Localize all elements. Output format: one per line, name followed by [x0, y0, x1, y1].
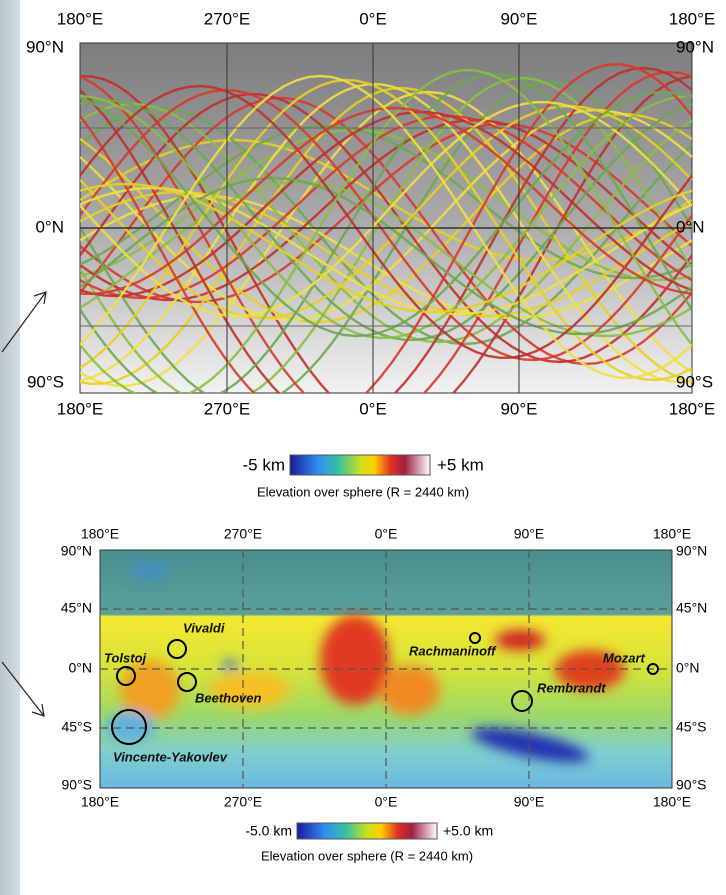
track	[80, 72, 692, 393]
track	[80, 106, 692, 346]
track	[80, 83, 692, 384]
track	[80, 104, 692, 320]
crater-label: Rembrandt	[537, 680, 606, 695]
crater-label: Tolstoj	[104, 650, 147, 665]
track	[80, 90, 692, 338]
track	[80, 68, 692, 393]
x-tick-label: 270°E	[204, 399, 251, 418]
y-tick-label: 90°S	[27, 372, 64, 391]
y-tick-label: 90°N	[676, 37, 714, 56]
crater-circle	[167, 639, 187, 659]
crater-label: Vincente-Yakovlev	[113, 749, 228, 764]
y-tick-label: 90°N	[676, 543, 707, 559]
x-tick-label: 270°E	[204, 9, 251, 28]
crater-label: Beethoven	[195, 690, 262, 705]
track	[80, 98, 692, 342]
y-tick-label: 90°N	[26, 37, 64, 56]
crater-circle	[511, 690, 533, 712]
x-tick-label: 180°E	[669, 399, 716, 418]
track	[80, 176, 692, 336]
track	[80, 86, 692, 386]
x-tick-label: 180°E	[653, 526, 691, 542]
crater-circle	[111, 709, 147, 745]
craters: Vivaldi Tolstoj Beethoven Vincente-Yakovlev…	[104, 620, 659, 764]
track	[80, 94, 692, 340]
colorbar-caption: Elevation over sphere (R = 2440 km)	[257, 484, 469, 499]
x-tick-label: 180°E	[653, 794, 691, 810]
y-tick-label: 90°S	[61, 777, 92, 793]
y-tick-label: 0°N	[676, 660, 700, 676]
y-tick-label: 45°N	[676, 600, 707, 616]
y-tick-label: 45°S	[61, 719, 92, 735]
crater-circle	[116, 666, 136, 686]
colorbar	[289, 454, 431, 476]
crater-label: Mozart	[603, 650, 646, 665]
track	[80, 75, 692, 393]
y-tick-label: 0°N	[69, 660, 93, 676]
y-tick-label: 90°S	[676, 372, 713, 391]
track	[80, 182, 692, 314]
y-tick-label: 0°N	[35, 217, 64, 236]
track	[80, 108, 692, 321]
track	[80, 186, 692, 316]
colorbar-max: +5 km	[437, 455, 484, 474]
track	[80, 80, 692, 393]
x-tick-label: 90°E	[514, 526, 545, 542]
colorbar-max: +5.0 km	[443, 823, 493, 839]
crater-label: Rachmaninoff	[409, 643, 497, 658]
y-tick-label: 0°N	[676, 217, 705, 236]
track	[80, 78, 692, 382]
y-tick-label: 45°S	[676, 719, 707, 735]
colorbar-min: -5.0 km	[245, 823, 292, 839]
track	[80, 110, 692, 298]
x-tick-label: 180°E	[81, 526, 119, 542]
x-tick-label: 270°E	[224, 526, 262, 542]
top-grid	[80, 43, 692, 393]
colorbar-caption: Elevation over sphere (R = 2440 km)	[261, 848, 473, 863]
x-tick-label: 90°E	[500, 399, 537, 418]
track	[80, 88, 692, 362]
y-tick-label: 90°N	[61, 543, 92, 559]
y-tick-label: 45°N	[61, 600, 92, 616]
track	[80, 74, 692, 379]
crater-label: Vivaldi	[183, 620, 225, 635]
y-tick-label: 90°S	[676, 777, 707, 793]
track	[80, 180, 692, 338]
crater-circle	[469, 632, 481, 644]
crater-circle	[177, 672, 197, 692]
x-tick-label: 180°E	[57, 399, 104, 418]
track	[80, 90, 692, 387]
track	[80, 102, 692, 344]
x-tick-label: 270°E	[224, 794, 262, 810]
colorbar	[296, 822, 438, 840]
x-tick-label: 90°E	[514, 794, 545, 810]
x-tick-label: 0°E	[375, 526, 398, 542]
x-tick-label: 180°E	[669, 9, 716, 28]
x-tick-label: 0°E	[359, 9, 387, 28]
x-tick-label: 90°E	[500, 9, 537, 28]
bottom-grid	[100, 550, 672, 788]
x-tick-label: 180°E	[57, 9, 104, 28]
track	[80, 62, 692, 393]
track	[80, 101, 692, 318]
crater-circle	[647, 663, 659, 675]
arrows	[1, 291, 47, 717]
track	[80, 66, 692, 393]
track	[80, 84, 692, 360]
x-tick-label: 0°E	[375, 794, 398, 810]
x-tick-label: 180°E	[81, 794, 119, 810]
colorbar-min: -5 km	[243, 455, 286, 474]
x-tick-label: 0°E	[359, 399, 387, 418]
